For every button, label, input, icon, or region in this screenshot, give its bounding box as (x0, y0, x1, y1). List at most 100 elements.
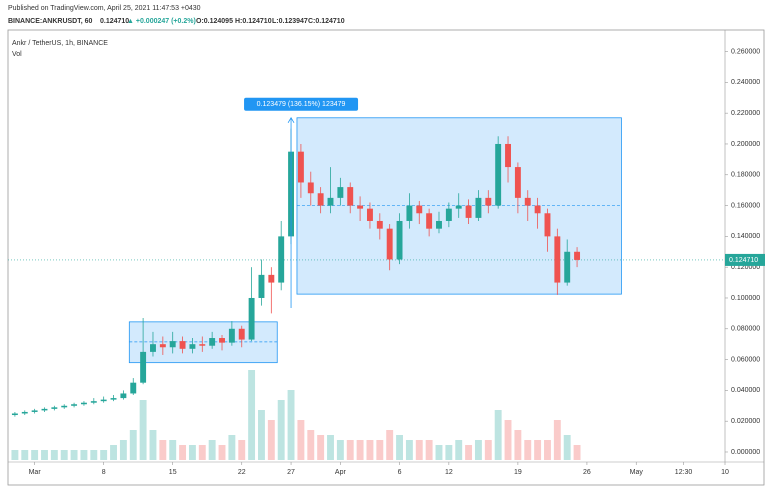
volume-bar (327, 435, 334, 460)
volume-bar (60, 450, 68, 460)
volume-bar (553, 420, 561, 460)
measure-label: 0.123479 (136.15%) 123479 (257, 101, 346, 108)
volume-bar (415, 440, 423, 460)
volume-bar (514, 430, 522, 460)
candle-body (347, 187, 354, 206)
volume-bar (129, 430, 137, 460)
x-tick-label: Apr (335, 469, 347, 476)
last-price-label: 0.124710 (729, 257, 758, 264)
volume-bar (317, 435, 325, 460)
close: C:0.124710 (308, 18, 345, 25)
candle-body (574, 251, 581, 260)
y-tick-label: 0.260000 (731, 48, 760, 55)
candle-body (278, 236, 285, 283)
volume-bar (139, 400, 147, 460)
x-tick-label: 22 (238, 469, 246, 476)
volume-bar (396, 435, 403, 460)
volume-bar (179, 445, 187, 460)
candle-body (455, 205, 462, 209)
candle-body (130, 382, 137, 394)
volume-bar (100, 450, 108, 460)
candle-body (544, 213, 551, 237)
volume-bar (534, 440, 542, 460)
volume-bar (31, 450, 39, 460)
volume-bar (465, 445, 473, 460)
candle-body (238, 328, 245, 340)
candle-body (51, 407, 58, 409)
candle-body (376, 220, 383, 229)
volume-label: Vol (12, 51, 22, 58)
ohlc-line: BINANCE:ANKRUSDT, 60 0.124710 ▲ +0.00024… (8, 18, 345, 25)
y-tick-label: 0.060000 (731, 356, 760, 363)
candle-body (71, 404, 78, 406)
volume-bar (504, 420, 512, 460)
volume-bar (50, 450, 58, 460)
volume-bar (484, 440, 492, 460)
volume-bar (307, 430, 315, 460)
candle-body (100, 399, 107, 402)
volume-bar (188, 445, 196, 460)
volume-bar (248, 370, 256, 460)
volume-bar (425, 440, 433, 460)
candle-body (514, 167, 521, 198)
candle-body (485, 197, 492, 206)
candle-body (31, 410, 38, 412)
candle-body (564, 251, 571, 283)
y-tick-label: 0.140000 (731, 233, 760, 240)
last-price-label-bg (725, 253, 765, 266)
candle-body (554, 236, 561, 283)
volume-bar (544, 440, 551, 460)
candle-body (445, 208, 452, 221)
volume-bar (70, 450, 78, 460)
candle-body (534, 205, 541, 214)
volume-bar (445, 445, 453, 460)
candle-body (475, 197, 482, 218)
last: 0.124710 (100, 18, 129, 25)
y-tick-label: 0.200000 (731, 141, 760, 148)
x-tick-label: 12:30 (675, 469, 693, 476)
volume-bar (563, 435, 571, 460)
candle-body (416, 205, 423, 214)
volume-bar (474, 440, 482, 460)
y-tick-label: 0.120000 (731, 264, 760, 271)
candle-body (228, 328, 235, 343)
candle-body (396, 220, 403, 260)
candle-body (199, 344, 206, 346)
candle-body (150, 344, 156, 352)
candle-body (41, 408, 48, 411)
volume-bar (159, 440, 167, 460)
candle-body (159, 344, 166, 348)
candle-body (80, 402, 87, 405)
change: ▲ +0.000247 (+0.2%) (127, 18, 196, 25)
volume-bar (524, 440, 532, 460)
candle-body (386, 228, 393, 260)
candle-body (426, 213, 433, 229)
high: H:0.124710 (235, 18, 272, 25)
volume-bar (356, 440, 364, 460)
candle-body (465, 205, 472, 218)
x-tick-label: 27 (287, 469, 295, 476)
volume-bar (228, 435, 236, 460)
candle-body (297, 151, 304, 183)
volume-bar (208, 440, 216, 460)
candle-body (505, 143, 511, 168)
candle-body (327, 197, 334, 206)
volume-bar (277, 400, 285, 460)
x-tick-label: 10 (721, 469, 729, 476)
y-tick-label: 0.240000 (731, 79, 760, 86)
volume-bar (238, 440, 246, 460)
volume-bar (573, 445, 581, 460)
symbol: BINANCE:ANKRUSDT, 60 (8, 18, 93, 25)
chart-title: Ankr / TetherUS, 1h, BINANCE (12, 40, 108, 47)
y-tick-label: 0.220000 (731, 110, 760, 117)
candle-body (120, 393, 127, 399)
y-tick-label: 0.020000 (731, 418, 760, 425)
x-tick-label: 12 (445, 469, 453, 476)
published: Published on TradingView.com, April 25, … (8, 5, 201, 12)
volume-bar (494, 410, 502, 460)
volume-bar (366, 440, 374, 460)
x-tick-label: May (630, 469, 644, 476)
y-tick-label: 0.080000 (731, 326, 760, 333)
volume-bar (297, 420, 305, 460)
